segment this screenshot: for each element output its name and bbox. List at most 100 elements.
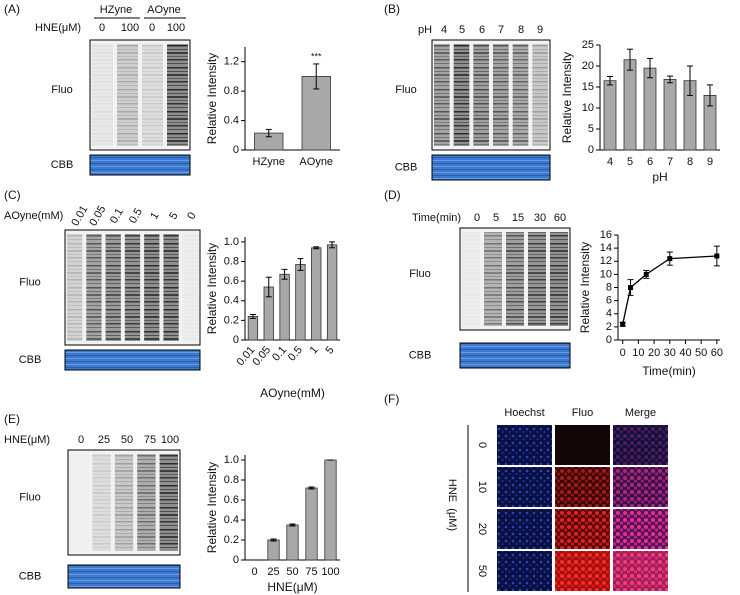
panel-label: (A) — [4, 2, 20, 16]
y-axis-title: Relative Intensity — [578, 242, 592, 333]
gel-lane — [144, 234, 160, 341]
x-tick-label: 6 — [647, 156, 653, 168]
error-bar — [647, 57, 653, 79]
y-tick-label: 0 — [588, 144, 594, 156]
y-tick-label: 6 — [606, 295, 612, 307]
gel-lane — [434, 44, 450, 146]
micrograph-cells — [613, 551, 668, 591]
gel-lane — [70, 454, 88, 551]
x-tick-label: 20 — [648, 347, 660, 359]
lane-label: 0 — [149, 22, 155, 34]
lane-label: 75 — [144, 434, 156, 446]
x-axis-title: AOyne(mM) — [260, 386, 325, 400]
y-tick-label: 0 — [606, 334, 612, 346]
y-tick-label: 2 — [606, 321, 612, 333]
lane-label: 0 — [78, 434, 84, 446]
gel-lane — [512, 44, 529, 146]
line — [622, 255, 717, 325]
x-tick-label: 9 — [707, 156, 713, 168]
lane-label: 0.5 — [127, 206, 145, 225]
x-tick-label: HZyne — [253, 156, 285, 168]
row-label: 10 — [476, 481, 488, 493]
x-tick-label: 40 — [679, 347, 691, 359]
bar — [286, 524, 299, 561]
gel-lane — [92, 44, 113, 146]
row-label: Fluo — [19, 491, 40, 503]
x-tick-label: 8 — [687, 156, 693, 168]
gel-lane — [453, 44, 470, 146]
x-tick-label: 25 — [267, 566, 279, 578]
gel-lane — [484, 232, 502, 326]
y-tick-label: 4 — [606, 308, 612, 320]
row-label: Fluo — [19, 276, 40, 288]
panel-label: (F) — [384, 392, 399, 406]
micrograph-cells — [497, 467, 552, 507]
error-bar — [265, 128, 272, 138]
column-label: Hoechst — [504, 407, 544, 419]
bar — [603, 80, 617, 151]
bar — [267, 539, 280, 561]
y-tick-label: 0.8 — [224, 255, 239, 267]
gel-lane — [163, 234, 179, 341]
gel-lane — [92, 454, 111, 551]
row-label: Fluo — [409, 268, 430, 280]
gel-lane — [473, 44, 489, 146]
treatment-label: HNE(μM) — [4, 434, 50, 446]
lane-label: 1 — [148, 210, 161, 221]
y-tick-label: 0.4 — [224, 295, 239, 307]
treatment-label: pH — [418, 24, 432, 36]
gel-lane — [159, 454, 178, 551]
error-bar — [627, 48, 633, 71]
y-tick-label: 25 — [582, 39, 594, 51]
y-tick-label: 5 — [588, 123, 594, 135]
x-tick-label: 60 — [711, 347, 723, 359]
panel-label: (C) — [4, 188, 21, 202]
panel-label: (D) — [384, 188, 401, 202]
row-label: Fluo — [51, 84, 72, 96]
y-tick-label: 0.8 — [224, 85, 239, 97]
error-bar — [297, 258, 304, 271]
column-label: Merge — [625, 407, 656, 419]
error-bar — [707, 84, 713, 107]
gel-lane — [167, 44, 188, 146]
gel-cbb — [89, 154, 191, 176]
error-bar — [313, 246, 320, 250]
treatment-label: AOyne(mM) — [4, 210, 63, 222]
gel-lane — [117, 44, 138, 146]
bar — [643, 67, 657, 151]
y-tick-label: 8 — [606, 281, 612, 293]
point — [620, 321, 626, 327]
lane-label: 0 — [99, 22, 105, 34]
y-tick-label: 10 — [600, 268, 612, 280]
row-label: 0 — [476, 442, 488, 448]
bar — [623, 59, 637, 151]
y-tick-label: 14 — [600, 242, 612, 254]
micrograph-cells — [613, 425, 668, 465]
lane-label: 100 — [161, 434, 179, 446]
y-axis-title: Relative Intensity — [205, 243, 219, 334]
x-tick-label: 100 — [321, 566, 339, 578]
x-tick-label: 1 — [308, 344, 321, 356]
y-tick-label: 0.6 — [224, 494, 239, 506]
y-tick-label: 0 — [233, 334, 239, 346]
lane-label: 15 — [512, 212, 524, 224]
bar — [326, 244, 338, 341]
error-bar — [308, 486, 315, 490]
gel-lane — [67, 234, 83, 341]
error-bar — [270, 538, 277, 542]
gel-lane — [124, 234, 141, 341]
lane-label: 5 — [167, 210, 180, 221]
micrograph-cells — [555, 509, 610, 549]
panel-label: (E) — [4, 412, 20, 426]
gel-lane — [528, 232, 546, 326]
row-label: CBB — [395, 161, 418, 173]
y-axis-title: Relative Intensity — [560, 52, 574, 143]
lane-label: 9 — [537, 24, 543, 36]
x-tick-label: 0 — [251, 566, 257, 578]
lane-label: 7 — [498, 24, 504, 36]
gel-lane — [142, 44, 163, 146]
axis-label: HNE (μM) — [446, 479, 458, 531]
gel-lane — [137, 454, 156, 551]
